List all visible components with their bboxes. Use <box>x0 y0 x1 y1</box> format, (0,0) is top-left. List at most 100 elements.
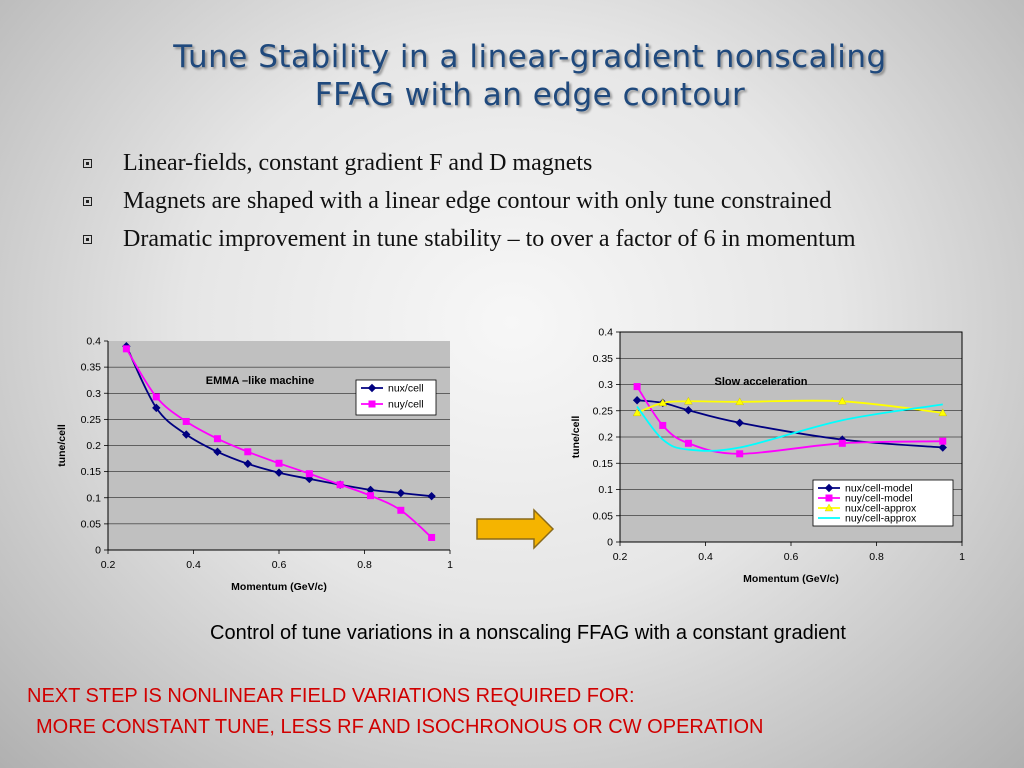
data-series <box>122 345 436 541</box>
chart-title: EMMA –like machine <box>206 375 314 387</box>
y-tick-label: 0.2 <box>86 440 101 452</box>
data-point <box>182 417 190 425</box>
data-point <box>182 430 191 439</box>
data-point <box>684 439 692 447</box>
data-point <box>367 383 377 393</box>
x-tick-label: 0.2 <box>613 551 628 563</box>
x-tick-label: 1 <box>959 551 965 563</box>
title-line-1: Tune Stability in a linear-gradient nons… <box>173 39 887 75</box>
next-step-line-2: MORE CONSTANT TUNE, LESS RF AND ISOCHRON… <box>36 716 764 738</box>
data-point <box>305 470 313 478</box>
legend: nux/cell-modelnuy/cell-modelnux/cell-app… <box>812 479 954 527</box>
y-axis-label: tune/cell <box>56 424 68 467</box>
data-point <box>274 468 284 477</box>
data-point <box>122 345 130 353</box>
data-point <box>736 450 744 458</box>
bullet-text: Magnets are shaped with a linear edge co… <box>123 188 832 214</box>
x-tick-label: 1 <box>447 559 453 571</box>
y-axis-label: tune/cell <box>570 416 582 459</box>
data-point <box>824 483 834 493</box>
data-point <box>735 418 744 428</box>
legend: nux/cell nuy/cell <box>355 379 437 416</box>
data-point <box>397 506 405 514</box>
bullet-item: Dramatic improvement in tune stability –… <box>80 224 960 255</box>
y-tick-label: 0 <box>607 537 613 549</box>
y-tick-label: 0.05 <box>593 510 614 522</box>
data-point <box>684 396 693 405</box>
y-tick-label: 0.4 <box>598 327 613 339</box>
data-point <box>825 494 833 502</box>
bullet-text: Dramatic improvement in tune stability –… <box>123 226 856 252</box>
y-tick-label: 0.1 <box>86 492 101 504</box>
x-tick-label: 0.6 <box>784 551 799 563</box>
series-line <box>636 403 943 452</box>
data-point <box>824 503 834 512</box>
title-line-2: FFAG with an edge contour <box>314 77 746 113</box>
bullet-item: Linear-fields, constant gradient F and D… <box>80 148 960 179</box>
x-tick-label: 0.8 <box>869 551 884 563</box>
x-axis-label: Momentum (GeV/c) <box>231 581 327 593</box>
next-step-line-1: NEXT STEP IS NONLINEAR FIELD VARIATIONS … <box>27 685 635 707</box>
chart-title: Slow acceleration <box>715 376 808 388</box>
y-tick-label: 0.1 <box>598 484 613 496</box>
slow-acceleration-chart: 0 0.05 0.1 0.15 0.2 0.25 0.3 0.35 0.4 0.2 0.4 0.6 0.… <box>570 327 965 586</box>
x-tick-label: 0.2 <box>101 559 116 571</box>
figure-caption: Control of tune variations in a nonscali… <box>210 622 846 644</box>
data-point <box>735 397 744 405</box>
data-point <box>658 398 668 407</box>
arrow-shape <box>476 508 555 550</box>
data-point <box>396 488 406 498</box>
data-point <box>938 443 947 452</box>
emma-tune-chart: 0 0.05 0.1 0.15 0.2 0.25 0.3 0.35 0.4 0.2 0.4 0.6 0.… <box>56 336 453 594</box>
legend-label: nuy/cell-model <box>845 493 913 505</box>
legend-label: nux/cell-approx <box>845 503 917 515</box>
data-point <box>939 437 947 445</box>
data-point <box>366 492 374 500</box>
data-point <box>213 447 222 456</box>
data-series <box>636 403 943 452</box>
square-bullet-icon <box>83 159 92 168</box>
y-tick-label: 0.35 <box>593 353 614 365</box>
y-tick-label: 0.25 <box>593 405 614 417</box>
data-series <box>633 383 947 458</box>
data-point <box>684 406 693 415</box>
slide-title: Tune Stability in a linear-gradient nons… <box>60 38 1000 114</box>
data-point <box>427 491 436 501</box>
legend-label: nuy/cell <box>388 399 424 411</box>
data-point <box>336 481 344 489</box>
y-tick-label: 0.3 <box>598 379 613 391</box>
data-point <box>152 403 161 413</box>
legend-label: nux/cell <box>388 383 424 395</box>
data-point <box>244 448 252 456</box>
y-tick-label: 0.15 <box>593 458 614 470</box>
data-point <box>152 393 160 401</box>
right-arrow-icon <box>476 508 555 550</box>
bullet-list: Linear-fields, constant gradient F and D… <box>80 148 960 262</box>
y-tick-label: 0.3 <box>86 388 101 400</box>
legend-label: nux/cell-model <box>845 483 913 495</box>
y-tick-label: 0.4 <box>86 336 101 348</box>
data-point <box>213 435 221 443</box>
x-tick-label: 0.4 <box>186 559 201 571</box>
legend-label: nuy/cell-approx <box>845 513 917 525</box>
x-axis-label: Momentum (GeV/c) <box>743 573 839 585</box>
y-tick-label: 0.2 <box>598 432 613 444</box>
x-tick-label: 0.6 <box>272 559 287 571</box>
y-tick-label: 0.35 <box>81 362 102 374</box>
data-point <box>368 400 376 408</box>
data-point <box>632 408 642 416</box>
data-point <box>838 439 846 447</box>
data-point <box>633 383 641 391</box>
square-bullet-icon <box>83 235 92 244</box>
next-step-note: NEXT STEP IS NONLINEAR FIELD VARIATIONS … <box>27 681 987 743</box>
square-bullet-icon <box>83 197 92 206</box>
x-tick-label: 0.8 <box>357 559 372 571</box>
bullet-item: Magnets are shaped with a linear edge co… <box>80 186 960 217</box>
x-tick-label: 0.4 <box>698 551 713 563</box>
data-series <box>632 396 948 416</box>
data-point <box>838 396 847 405</box>
data-point <box>632 396 642 405</box>
legend-box <box>355 379 437 416</box>
y-tick-label: 0 <box>95 545 101 557</box>
y-tick-label: 0.05 <box>81 518 102 530</box>
